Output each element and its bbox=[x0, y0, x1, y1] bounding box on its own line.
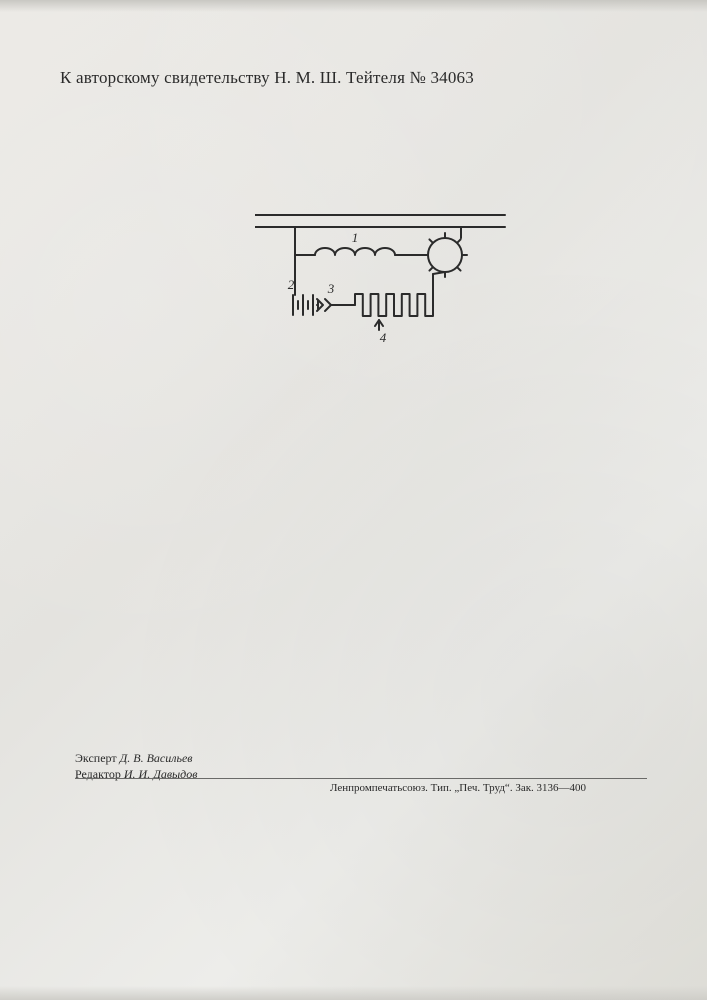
svg-text:1: 1 bbox=[352, 230, 359, 245]
scan-edge-bottom bbox=[0, 986, 707, 1000]
scan-edge-top bbox=[0, 0, 707, 12]
svg-text:2: 2 bbox=[288, 277, 295, 292]
credit-name: Д. В. Васильев bbox=[120, 751, 193, 765]
credit-role: Редактор bbox=[75, 767, 121, 781]
title-line: К авторскому свидетельству Н. М. Ш. Тейт… bbox=[60, 68, 667, 88]
credit-role: Эксперт bbox=[75, 751, 117, 765]
svg-text:3: 3 bbox=[327, 281, 335, 296]
document-page: К авторскому свидетельству Н. М. Ш. Тейт… bbox=[0, 0, 707, 1000]
credit-line-expert: Эксперт Д. В. Васильев bbox=[75, 750, 197, 766]
title-prefix: К авторскому свидетельству Н. М. Ш. Тейт… bbox=[60, 68, 430, 87]
credit-name: И. И. Давыдов bbox=[124, 767, 198, 781]
credit-line-editor: Редактор И. И. Давыдов bbox=[75, 766, 197, 782]
footer-imprint: Ленпромпечатьсоюз. Тип. „Печ. Труд“. Зак… bbox=[330, 782, 586, 794]
circuit-svg: 1 2 3 4 bbox=[255, 205, 515, 375]
svg-text:4: 4 bbox=[380, 330, 387, 345]
circuit-diagram: 1 2 3 4 bbox=[255, 205, 515, 375]
title-number: 34063 bbox=[430, 68, 474, 87]
footer-rule bbox=[75, 778, 647, 779]
